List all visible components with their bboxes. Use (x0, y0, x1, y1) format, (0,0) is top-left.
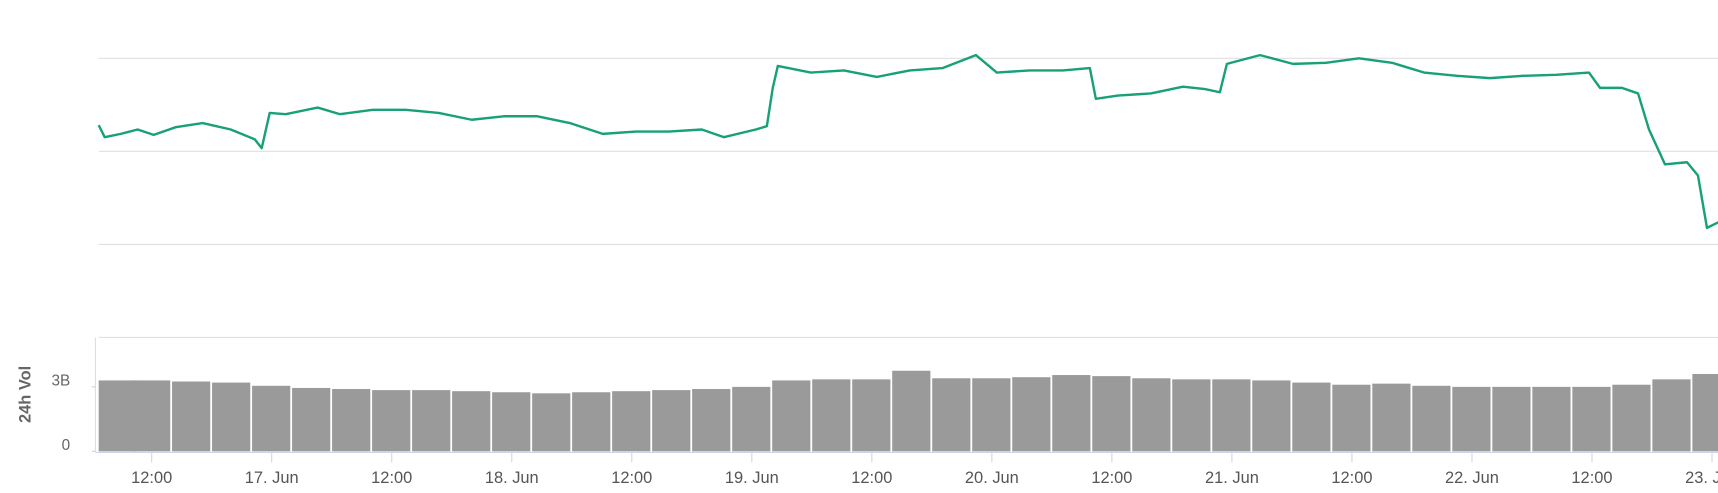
volume-bar (652, 390, 691, 452)
volume-bar (98, 380, 137, 452)
volume-bar (372, 390, 411, 452)
volume-bar (1692, 373, 1718, 452)
volume-bar (212, 382, 251, 452)
volume-bar (892, 370, 931, 452)
volume-bar (572, 392, 611, 452)
volume-bar (732, 386, 771, 452)
x-tick-label: 12:00 (1331, 469, 1372, 487)
x-tick-label: 12:00 (611, 469, 652, 487)
volume-bar (332, 389, 371, 452)
volume-bar (1532, 386, 1571, 452)
volume-bar (1012, 377, 1051, 452)
volume-bar (1092, 376, 1131, 452)
y-tick-label: 0 (62, 437, 71, 454)
x-tick-label: 12:00 (1571, 469, 1612, 487)
x-tick-label: 23. Jun (1685, 469, 1718, 487)
volume-bar (1292, 382, 1331, 452)
volume-bar (1052, 375, 1091, 452)
volume-bar (1652, 379, 1691, 452)
volume-bar (1372, 383, 1411, 452)
volume-bar (852, 379, 891, 452)
volume-bar (972, 378, 1011, 452)
x-tick-label: 19. Jun (725, 469, 779, 487)
price-line (97, 53, 1718, 230)
volume-bar (612, 391, 651, 452)
volume-bar (932, 378, 971, 452)
volume-bar (772, 380, 811, 452)
x-tick-label: 12:00 (371, 469, 412, 487)
volume-bar (1612, 384, 1651, 452)
x-tick-label: 12:00 (851, 469, 892, 487)
volume-bar (1132, 378, 1171, 452)
x-tick-label: 21. Jun (1205, 469, 1259, 487)
y-tick-label: 3B (51, 372, 70, 389)
volume-axis-label: 24h Vol (17, 366, 35, 423)
volume-bar (532, 393, 571, 452)
volume-bar (1452, 386, 1491, 452)
volume-bar (252, 385, 291, 452)
volume-bar (1412, 385, 1451, 452)
x-tick-label: 12:00 (1091, 469, 1132, 487)
volume-bar (1572, 386, 1611, 452)
x-tick-label: 22. Jun (1445, 469, 1499, 487)
volume-bar (292, 387, 331, 452)
volume-bar (1492, 386, 1531, 452)
volume-bar (692, 389, 731, 452)
volume-bar (1332, 384, 1371, 452)
volume-bar (1252, 380, 1291, 452)
volume-bar (452, 391, 491, 452)
volume-bar (812, 379, 851, 452)
x-tick-label: 17. Jun (245, 469, 299, 487)
volume-bar (132, 380, 171, 452)
volume-bar (1172, 379, 1211, 452)
volume-bar (492, 392, 531, 452)
volume-bar (172, 381, 211, 452)
x-tick-label: 12:00 (131, 469, 172, 487)
x-tick-label: 20. Jun (965, 469, 1019, 487)
volume-bar (412, 390, 451, 452)
x-tick-label: 18. Jun (485, 469, 539, 487)
volume-bar (1212, 379, 1251, 452)
